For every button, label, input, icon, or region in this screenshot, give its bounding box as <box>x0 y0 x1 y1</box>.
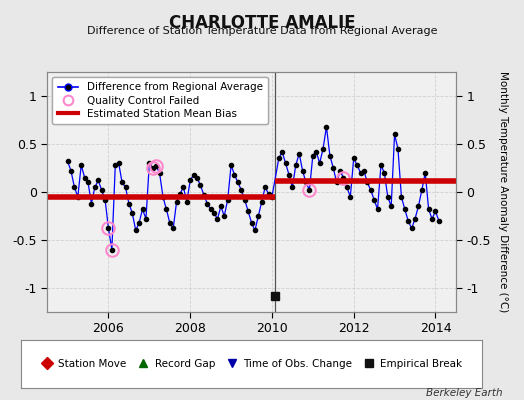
Text: Difference of Station Temperature Data from Regional Average: Difference of Station Temperature Data f… <box>87 26 437 36</box>
Text: CHARLOTTE AMALIE: CHARLOTTE AMALIE <box>169 14 355 32</box>
Y-axis label: Monthly Temperature Anomaly Difference (°C): Monthly Temperature Anomaly Difference (… <box>498 71 508 313</box>
Text: Berkeley Earth: Berkeley Earth <box>427 388 503 398</box>
Legend: Difference from Regional Average, Quality Control Failed, Estimated Station Mean: Difference from Regional Average, Qualit… <box>52 77 268 124</box>
Legend: Station Move, Record Gap, Time of Obs. Change, Empirical Break: Station Move, Record Gap, Time of Obs. C… <box>37 355 466 373</box>
